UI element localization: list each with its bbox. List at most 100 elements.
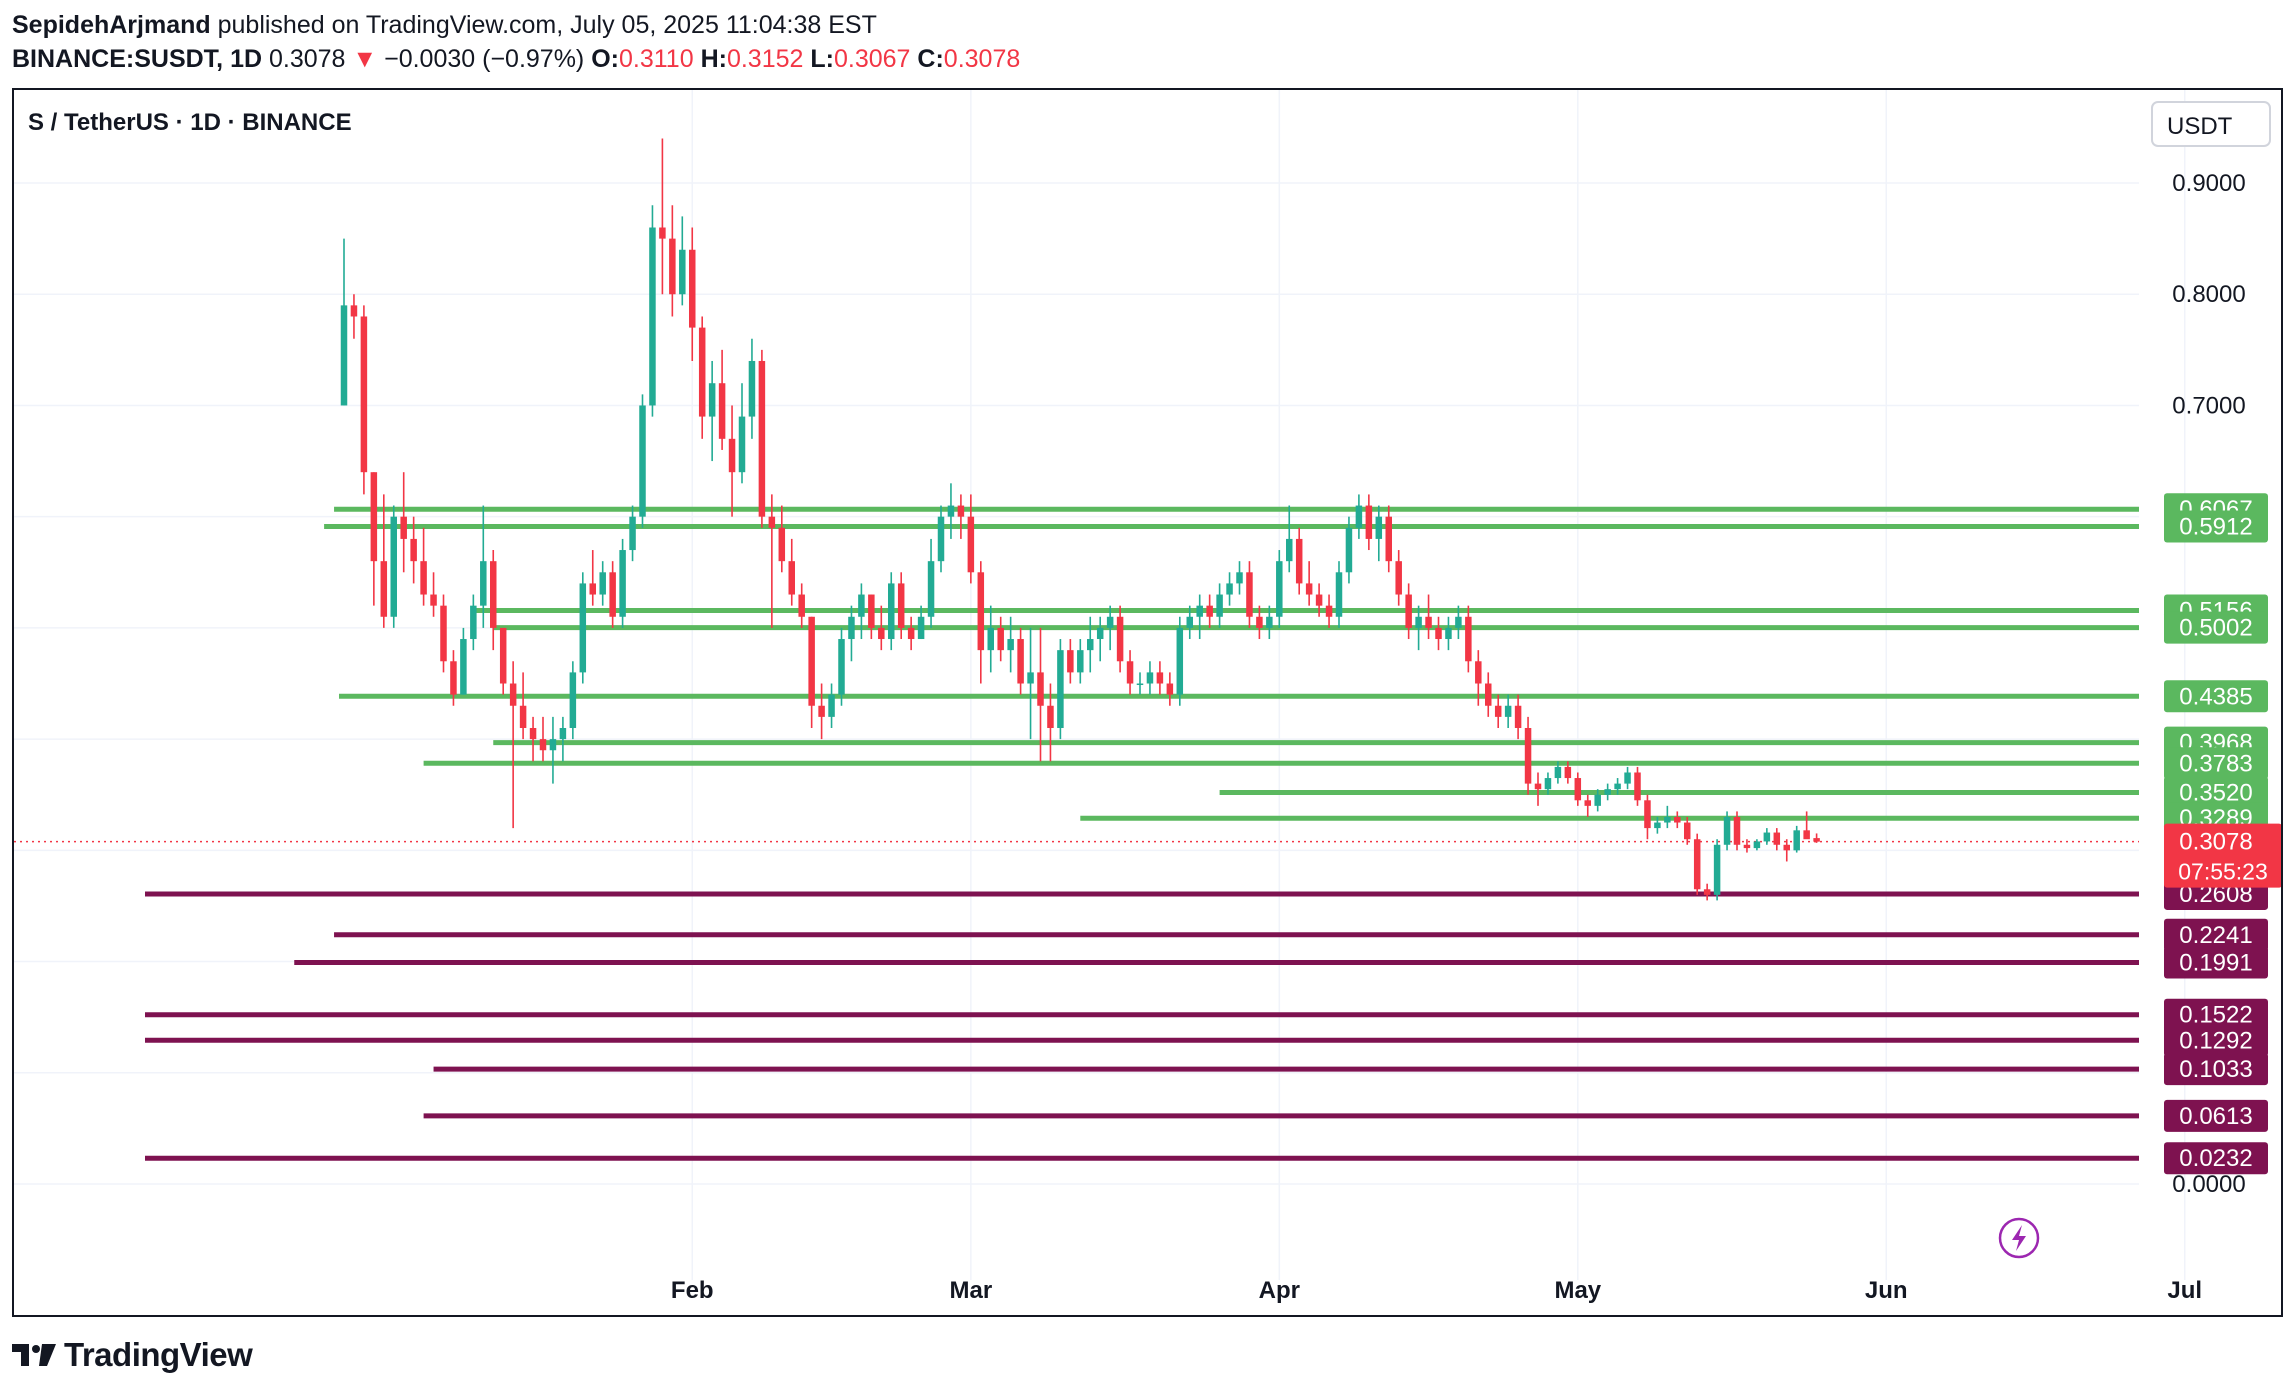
candle-body bbox=[818, 705, 825, 717]
support-level-label-bg bbox=[2164, 918, 2268, 951]
countdown-label: 07:55:23 bbox=[2178, 859, 2268, 885]
candle-body bbox=[947, 505, 955, 517]
chart-frame[interactable]: Feb Mar Apr May Jun Jul 0.0000 0.7000 0.8000 0.90… bbox=[12, 88, 2283, 1317]
currency-button[interactable]: USDT bbox=[2151, 101, 2271, 147]
x-axis-tick-label: Feb bbox=[671, 1277, 714, 1304]
candle-body bbox=[529, 727, 537, 740]
support-level-label-bg bbox=[2164, 998, 2268, 1031]
tradingview-logo[interactable]: TradingView bbox=[12, 1336, 253, 1374]
candle-body bbox=[1813, 838, 1820, 842]
candle-body bbox=[798, 594, 805, 617]
candle-body bbox=[1514, 705, 1522, 728]
candle-body bbox=[599, 572, 606, 595]
candle-body bbox=[1793, 830, 1800, 851]
support-level-label-bg bbox=[2164, 1053, 2268, 1086]
support-level-label: 0.1033 bbox=[2179, 1056, 2252, 1083]
lightning-icon[interactable] bbox=[1998, 1217, 2040, 1259]
candle-body bbox=[1604, 789, 1611, 795]
candle-body bbox=[838, 639, 845, 695]
candle-body bbox=[1654, 822, 1661, 829]
candle-body bbox=[1365, 505, 1373, 539]
candle-body bbox=[450, 661, 457, 695]
candle-body bbox=[1266, 616, 1273, 628]
candle-body bbox=[1196, 605, 1203, 617]
support-level-label: 0.1991 bbox=[2179, 950, 2252, 977]
candle-body bbox=[390, 516, 397, 617]
candle-body bbox=[1664, 816, 1671, 823]
candle-body bbox=[977, 572, 985, 651]
candle-body bbox=[380, 561, 388, 617]
candle-body bbox=[1067, 650, 1074, 673]
candle-body bbox=[1743, 844, 1751, 849]
candle-body bbox=[858, 594, 865, 617]
support-level-label: 0.0613 bbox=[2179, 1103, 2252, 1130]
candle-body bbox=[669, 238, 676, 295]
author-name[interactable]: SepidehArjmand bbox=[12, 11, 211, 39]
candle-body bbox=[1425, 616, 1432, 628]
support-level-label-bg bbox=[2164, 1099, 2268, 1132]
candle-body bbox=[649, 227, 656, 406]
candle-body bbox=[1335, 572, 1343, 617]
y-axis-tick-label: 0.7000 bbox=[2172, 392, 2245, 419]
candle-body bbox=[808, 616, 815, 706]
high-value: 0.3152 bbox=[726, 45, 804, 73]
resistance-level-label-bg bbox=[2164, 611, 2268, 644]
candle-body bbox=[897, 583, 905, 628]
candle-body bbox=[1236, 572, 1243, 584]
candle-body bbox=[1733, 816, 1741, 845]
resistance-level-label-bg bbox=[2164, 747, 2268, 780]
candle-body bbox=[1594, 794, 1601, 806]
candle-body bbox=[1485, 683, 1492, 706]
last-price-label: 0.3078 bbox=[2179, 829, 2252, 856]
candle-body bbox=[1445, 627, 1452, 640]
y-axis-tick-label: 0.8000 bbox=[2172, 281, 2245, 308]
candle-body bbox=[350, 305, 358, 317]
candle-body bbox=[1574, 778, 1582, 801]
candle-body bbox=[1126, 661, 1134, 684]
candle-body bbox=[728, 438, 736, 473]
candle-body bbox=[937, 516, 945, 562]
candle-body bbox=[1017, 639, 1024, 684]
candle-body bbox=[1226, 583, 1233, 595]
candle-body bbox=[1395, 561, 1402, 595]
tradingview-logo-icon bbox=[12, 1344, 56, 1366]
low-value: 0.3067 bbox=[833, 45, 911, 73]
candle-body bbox=[708, 383, 716, 417]
candle-body bbox=[1614, 783, 1621, 790]
close-label: C: bbox=[917, 45, 944, 73]
candle-body bbox=[1057, 650, 1064, 728]
candle-body bbox=[480, 561, 487, 606]
resistance-level-label: 0.5912 bbox=[2179, 513, 2252, 540]
candle-body bbox=[848, 616, 855, 640]
candle-body bbox=[778, 527, 786, 562]
candle-body bbox=[1276, 561, 1283, 617]
candle-body bbox=[1763, 832, 1771, 842]
candle-body bbox=[828, 694, 835, 717]
candle-body bbox=[1176, 627, 1184, 695]
candle-body bbox=[519, 705, 527, 728]
candle-body bbox=[679, 249, 686, 295]
candle-body bbox=[1644, 800, 1651, 829]
symbol-label: BINANCE:SUSDT, 1D bbox=[12, 45, 263, 73]
support-level-label-bg bbox=[2164, 1024, 2268, 1057]
candle-body bbox=[1246, 572, 1253, 617]
candle-body bbox=[1534, 783, 1542, 790]
candle-body bbox=[1465, 616, 1472, 662]
candle-body bbox=[1475, 661, 1482, 684]
candle-body bbox=[1166, 683, 1174, 695]
candle-body bbox=[1455, 616, 1462, 628]
candle-body bbox=[410, 538, 417, 562]
support-level-label-bg bbox=[2164, 946, 2268, 979]
publish-line: SepidehArjmand published on TradingView.… bbox=[12, 8, 1020, 42]
candle-body bbox=[430, 594, 437, 606]
candle-body bbox=[1783, 844, 1790, 851]
candle-body bbox=[1355, 505, 1363, 528]
candle-body bbox=[1087, 639, 1094, 651]
support-level-label: 0.1292 bbox=[2179, 1027, 2252, 1054]
y-axis-tick-label: 0.0000 bbox=[2172, 1171, 2245, 1198]
candle-body bbox=[400, 516, 407, 539]
candle-body bbox=[878, 627, 885, 640]
change-value: −0.0030 (−0.97%) bbox=[384, 45, 585, 73]
candlestick-chart[interactable]: Feb Mar Apr May Jun Jul 0.0000 0.7000 0.8000 0.90… bbox=[14, 90, 2281, 1315]
candle-body bbox=[569, 672, 577, 728]
